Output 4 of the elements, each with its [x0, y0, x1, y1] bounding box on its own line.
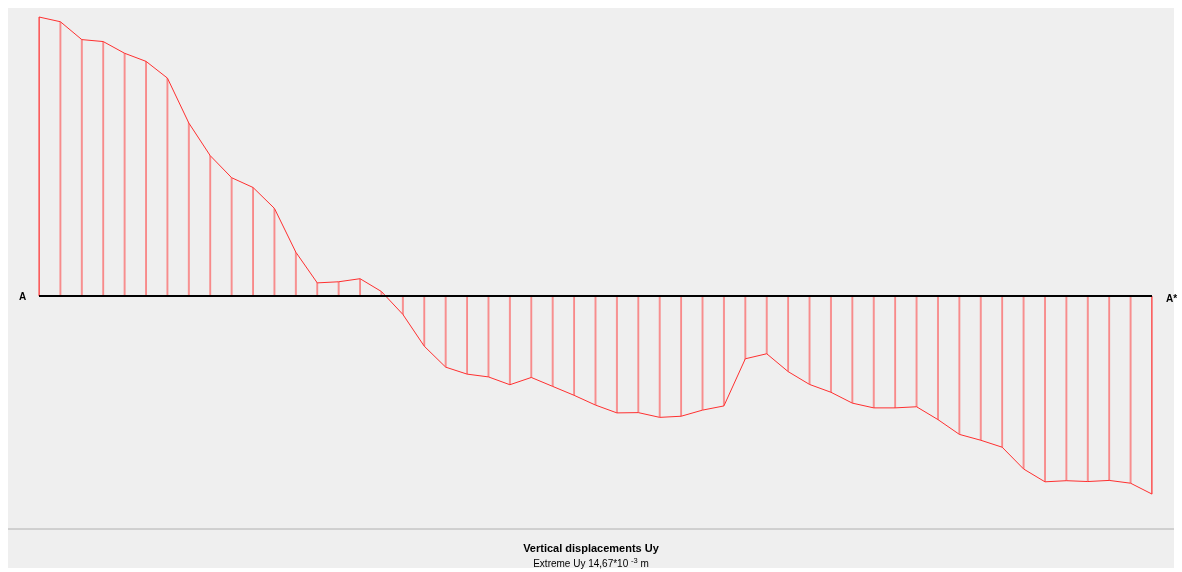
text: Vertical displacements Uy [523, 542, 660, 554]
text: A* [1166, 293, 1178, 304]
text: Extreme Uy 14,67*10 $^{-3}$ m [533, 555, 649, 569]
text: A [19, 291, 27, 302]
